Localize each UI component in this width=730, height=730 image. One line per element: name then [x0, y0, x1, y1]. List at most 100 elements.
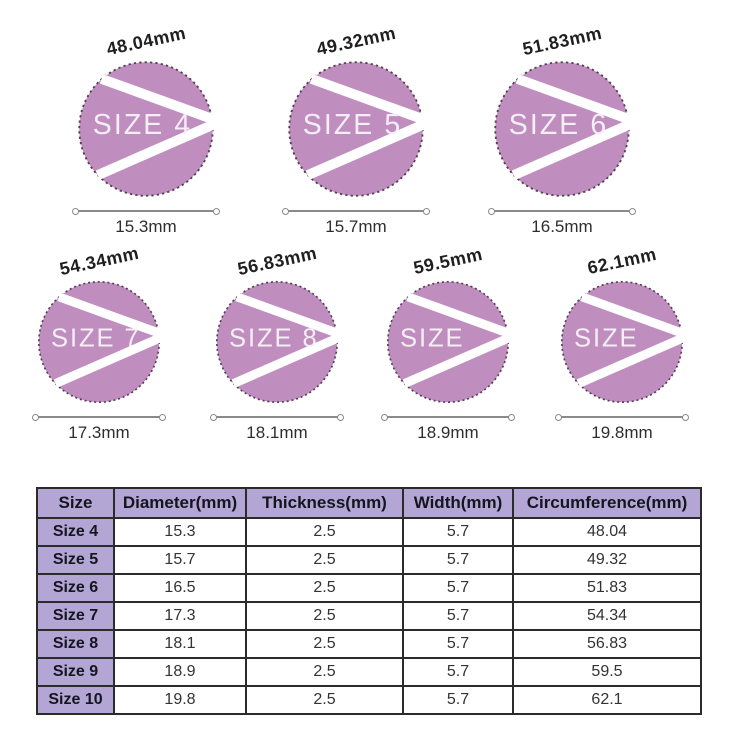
diameter-label: 15.3mm — [115, 217, 177, 236]
ring-size-label: SIZE 4 — [93, 109, 193, 141]
ring-size-table: Size Diameter(mm) Thickness(mm) Width(mm… — [36, 487, 702, 715]
upper-stripe — [99, 74, 217, 125]
diameter-line — [488, 207, 636, 215]
table-cell: 51.83 — [512, 573, 702, 603]
diameter-line — [210, 413, 344, 421]
upper-stripe — [235, 292, 341, 339]
table-row: Size 8 18.1 2.5 5.7 56.83 — [36, 629, 702, 659]
table-cell: 54.34 — [512, 601, 702, 631]
table-cell: 15.7 — [113, 545, 247, 575]
table-row: Size 5 15.7 2.5 5.7 49.32 — [36, 545, 702, 575]
diameter-label: 17.3mm — [68, 423, 130, 442]
circumference-label: 59.5mm — [411, 243, 485, 279]
table-cell: 5.7 — [402, 657, 514, 687]
table-cell: 5.7 — [402, 601, 514, 631]
diameter-label: 19.8mm — [591, 423, 653, 442]
table-cell: 2.5 — [245, 601, 404, 631]
table-cell: 18.9 — [113, 657, 247, 687]
table-cell: 5.7 — [402, 685, 514, 715]
circumference-label: 48.04mm — [104, 22, 188, 60]
line-endpoint-dot — [508, 413, 515, 421]
table-cell: 62.1 — [512, 685, 702, 715]
table-cell: 2.5 — [245, 573, 404, 603]
line-endpoint-dot — [555, 413, 562, 421]
line-endpoint-dot — [381, 413, 388, 421]
table-cell: 5.7 — [402, 545, 514, 575]
ring-graphic: SIZE 6 — [494, 61, 633, 197]
diameter-label: 16.5mm — [531, 217, 593, 236]
lower-stripe — [231, 333, 341, 388]
table-cell: 2.5 — [245, 685, 404, 715]
ring-graphic: SIZE 7 — [38, 281, 163, 403]
ring-diagram-size-7: 54.34mm SIZE 7 17.3mm — [24, 243, 174, 443]
line-endpoint-dot — [210, 413, 217, 421]
ring-size-label: SIZE 7 — [51, 324, 141, 352]
table-row: Size 10 19.8 2.5 5.7 62.1 — [36, 685, 702, 715]
upper-stripe — [309, 74, 427, 125]
ring-diagram-size-4: 48.04mm SIZE 4 15.3mm — [56, 23, 236, 237]
ring-graphic: SIZE 5 — [288, 61, 427, 197]
lower-stripe — [95, 119, 217, 180]
line-endpoint-dot — [72, 207, 79, 215]
line-endpoint-dot — [423, 207, 430, 215]
row-header: Size 5 — [36, 545, 115, 575]
table-cell: 48.04 — [512, 517, 702, 547]
table-cell: 49.32 — [512, 545, 702, 575]
table-row: Size 6 16.5 2.5 5.7 51.83 — [36, 573, 702, 603]
line-endpoint-dot — [682, 413, 689, 421]
ring-diagram-size-9: 59.5mm SIZE 18.9mm — [373, 244, 523, 443]
row-header: Size 8 — [36, 629, 115, 659]
column-header-diameter: Diameter(mm) — [113, 487, 247, 519]
line-endpoint-dot — [159, 413, 166, 421]
table-cell: 19.8 — [113, 685, 247, 715]
ring-size-label: SIZE 6 — [509, 109, 609, 141]
line-endpoint-dot — [282, 207, 289, 215]
table-cell: 5.7 — [402, 573, 514, 603]
ring-graphic: SIZE — [561, 281, 686, 403]
table-cell: 18.1 — [113, 629, 247, 659]
upper-stripe — [515, 74, 633, 125]
diameter-line — [381, 413, 515, 421]
ring-size-label: SIZE — [400, 324, 465, 352]
diameter-line — [72, 207, 220, 215]
ring-size-label: SIZE 5 — [303, 109, 403, 141]
circumference-label: 54.34mm — [57, 242, 141, 280]
row-header: Size 7 — [36, 601, 115, 631]
table-cell: 2.5 — [245, 629, 404, 659]
row-header: Size 6 — [36, 573, 115, 603]
circumference-label: 51.83mm — [520, 22, 604, 60]
upper-stripe — [580, 292, 686, 339]
ring-diagram-size-8: 56.83mm SIZE 8 18.1mm — [202, 243, 352, 443]
table-cell: 2.5 — [245, 657, 404, 687]
lower-stripe — [305, 119, 427, 180]
table-row: Size 9 18.9 2.5 5.7 59.5 — [36, 657, 702, 687]
table-cell: 17.3 — [113, 601, 247, 631]
column-header-width: Width(mm) — [402, 487, 514, 519]
lower-stripe — [402, 333, 512, 388]
line-endpoint-dot — [337, 413, 344, 421]
line-endpoint-dot — [32, 413, 39, 421]
row-header: Size 4 — [36, 517, 115, 547]
line-endpoint-dot — [213, 207, 220, 215]
table-row: Size 7 17.3 2.5 5.7 54.34 — [36, 601, 702, 631]
row-header: Size 10 — [36, 685, 115, 715]
diameter-line — [555, 413, 689, 421]
row-header: Size 9 — [36, 657, 115, 687]
ring-diagram-size-10: 62.1mm SIZE 19.8mm — [547, 244, 697, 443]
table-header-row: Size Diameter(mm) Thickness(mm) Width(mm… — [36, 487, 702, 519]
diameter-label: 18.9mm — [417, 423, 479, 442]
diameter-line — [282, 207, 430, 215]
circumference-label: 62.1mm — [585, 243, 659, 279]
circumference-label: 49.32mm — [314, 22, 398, 60]
ring-size-label: SIZE 8 — [229, 324, 319, 352]
table-cell: 5.7 — [402, 629, 514, 659]
lower-stripe — [511, 119, 633, 180]
line-endpoint-dot — [629, 207, 636, 215]
table-row: Size 4 15.3 2.5 5.7 48.04 — [36, 517, 702, 547]
table-cell: 16.5 — [113, 573, 247, 603]
table-cell: 56.83 — [512, 629, 702, 659]
ring-graphic: SIZE 4 — [78, 61, 217, 197]
upper-stripe — [406, 292, 512, 339]
circumference-label: 56.83mm — [235, 242, 319, 280]
